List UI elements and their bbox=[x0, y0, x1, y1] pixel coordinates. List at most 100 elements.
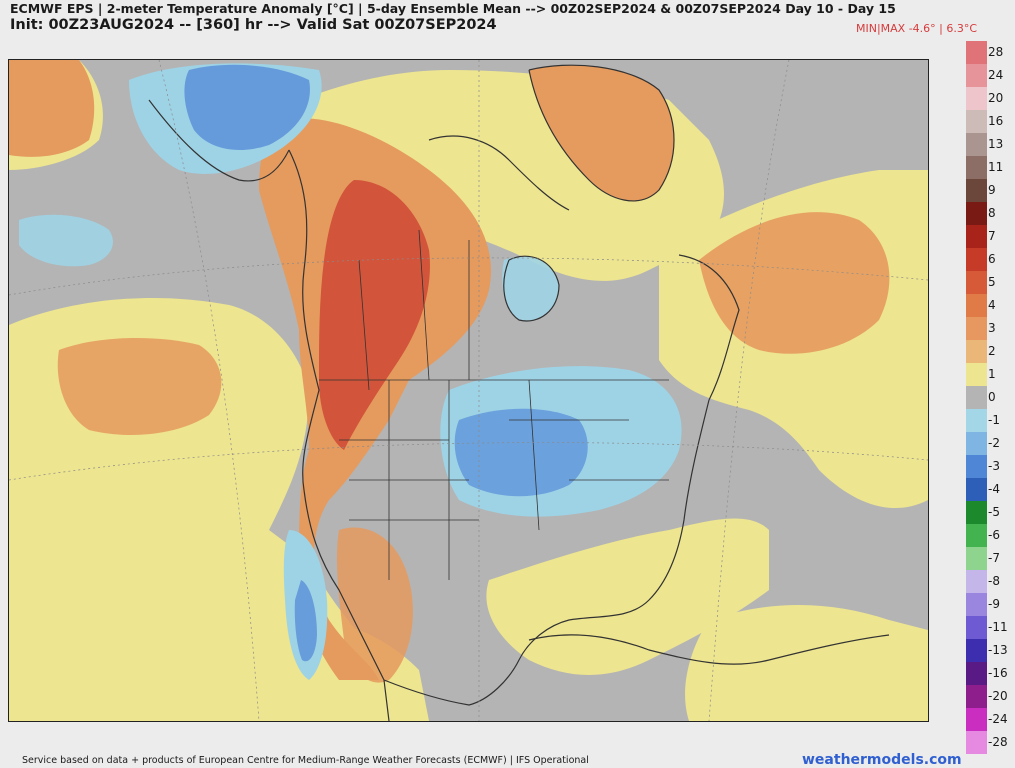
legend-swatch bbox=[966, 455, 987, 478]
legend-entry: -20 bbox=[964, 685, 1014, 708]
anomaly-region-cool-pacific bbox=[19, 214, 113, 267]
legend-label: 9 bbox=[988, 183, 996, 197]
map-title: ECMWF EPS | 2-meter Temperature Anomaly … bbox=[10, 1, 896, 16]
legend-label: -4 bbox=[988, 482, 1000, 496]
state-province-borders bbox=[319, 229, 669, 580]
legend-entry: -4 bbox=[964, 478, 1014, 501]
legend-entry: 28 bbox=[964, 41, 1014, 64]
legend-label: 16 bbox=[988, 114, 1004, 128]
legend-label: 3 bbox=[988, 321, 996, 335]
legend-label: 7 bbox=[988, 229, 996, 243]
legend-swatch bbox=[966, 41, 987, 64]
legend-swatch bbox=[966, 708, 987, 731]
legend-label: -16 bbox=[988, 666, 1008, 680]
legend-label: 1 bbox=[988, 367, 996, 381]
legend-entry: -3 bbox=[964, 455, 1014, 478]
legend-swatch bbox=[966, 363, 987, 386]
legend-swatch bbox=[966, 248, 987, 271]
legend-entry: -8 bbox=[964, 570, 1014, 593]
legend-swatch bbox=[966, 639, 987, 662]
legend-entry: -1 bbox=[964, 409, 1014, 432]
legend-label: -20 bbox=[988, 689, 1008, 703]
anomaly-region-cold-baja bbox=[294, 580, 317, 662]
anomaly-region-warm-atlantic bbox=[699, 212, 890, 354]
color-scale-legend: 28 24 20 16 13 11 9 8 7 6 5 4 3 2 1 0 -1 -2 -3 -4 -5 -6 -7 -8 -9… bbox=[964, 41, 1014, 756]
legend-swatch bbox=[966, 202, 987, 225]
legend-label: 20 bbox=[988, 91, 1004, 105]
coastline-lines bbox=[148, 64, 890, 721]
legend-entry: 1 bbox=[964, 363, 1014, 386]
anomaly-region-warm-pacific bbox=[57, 338, 222, 435]
legend-entry: 13 bbox=[964, 133, 1014, 156]
legend-entry: 16 bbox=[964, 110, 1014, 133]
temperature-anomaly-map bbox=[8, 59, 929, 722]
legend-swatch bbox=[966, 110, 987, 133]
anomaly-region-cool-hudson bbox=[502, 256, 559, 321]
legend-swatch bbox=[966, 156, 987, 179]
legend-entry: 6 bbox=[964, 248, 1014, 271]
anomaly-region-warm-mexico bbox=[336, 527, 413, 683]
legend-label: 24 bbox=[988, 68, 1004, 82]
legend-swatch bbox=[966, 317, 987, 340]
legend-label: -7 bbox=[988, 551, 1000, 565]
legend-entry: 4 bbox=[964, 294, 1014, 317]
legend-swatch bbox=[966, 662, 987, 685]
legend-label: 13 bbox=[988, 137, 1004, 151]
legend-label: 28 bbox=[988, 45, 1004, 59]
legend-swatch bbox=[966, 87, 987, 110]
anomaly-region-cold-plains bbox=[454, 408, 588, 497]
legend-entry: 9 bbox=[964, 179, 1014, 202]
legend-swatch bbox=[966, 271, 987, 294]
legend-swatch bbox=[966, 570, 987, 593]
legend-swatch bbox=[966, 386, 987, 409]
legend-label: -13 bbox=[988, 643, 1008, 657]
anomaly-region-hot-western-canada bbox=[319, 180, 430, 450]
legend-entry: -13 bbox=[964, 639, 1014, 662]
legend-swatch bbox=[966, 64, 987, 87]
legend-label: -1 bbox=[988, 413, 1000, 427]
legend-label: 6 bbox=[988, 252, 996, 266]
legend-swatch bbox=[966, 294, 987, 317]
min-max-readout: MIN|MAX -4.6° | 6.3°C bbox=[856, 22, 978, 35]
legend-entry: 2 bbox=[964, 340, 1014, 363]
legend-label: -28 bbox=[988, 735, 1008, 749]
legend-swatch bbox=[966, 133, 987, 156]
legend-entry: -28 bbox=[964, 731, 1014, 754]
legend-entry: -16 bbox=[964, 662, 1014, 685]
legend-label: 5 bbox=[988, 275, 996, 289]
legend-label: -2 bbox=[988, 436, 1000, 450]
legend-entry: -11 bbox=[964, 616, 1014, 639]
legend-label: 8 bbox=[988, 206, 996, 220]
legend-entry: -24 bbox=[964, 708, 1014, 731]
legend-entry: 11 bbox=[964, 156, 1014, 179]
legend-entry: 24 bbox=[964, 64, 1014, 87]
legend-entry: 5 bbox=[964, 271, 1014, 294]
legend-swatch bbox=[966, 685, 987, 708]
legend-entry: -9 bbox=[964, 593, 1014, 616]
legend-label: 4 bbox=[988, 298, 996, 312]
anomaly-region-warm-alaska-nw bbox=[9, 60, 95, 157]
legend-swatch bbox=[966, 478, 987, 501]
legend-label: -9 bbox=[988, 597, 1000, 611]
legend-swatch bbox=[966, 731, 987, 754]
legend-entry: -6 bbox=[964, 524, 1014, 547]
legend-label: -24 bbox=[988, 712, 1008, 726]
legend-label: -3 bbox=[988, 459, 1000, 473]
legend-label: 11 bbox=[988, 160, 1004, 174]
legend-swatch bbox=[966, 432, 987, 455]
legend-entry: 7 bbox=[964, 225, 1014, 248]
legend-label: -11 bbox=[988, 620, 1008, 634]
legend-entry: -7 bbox=[964, 547, 1014, 570]
legend-swatch bbox=[966, 524, 987, 547]
legend-swatch bbox=[966, 409, 987, 432]
site-link[interactable]: weathermodels.com bbox=[802, 752, 962, 768]
map-canvas bbox=[9, 60, 928, 721]
legend-swatch bbox=[966, 501, 987, 524]
legend-label: -6 bbox=[988, 528, 1000, 542]
legend-entry: -5 bbox=[964, 501, 1014, 524]
legend-entry: 3 bbox=[964, 317, 1014, 340]
legend-swatch bbox=[966, 547, 987, 570]
legend-label: -8 bbox=[988, 574, 1000, 588]
map-subtitle-init-valid: Init: 00Z23AUG2024 -- [360] hr --> Valid… bbox=[10, 17, 497, 33]
legend-swatch bbox=[966, 340, 987, 363]
